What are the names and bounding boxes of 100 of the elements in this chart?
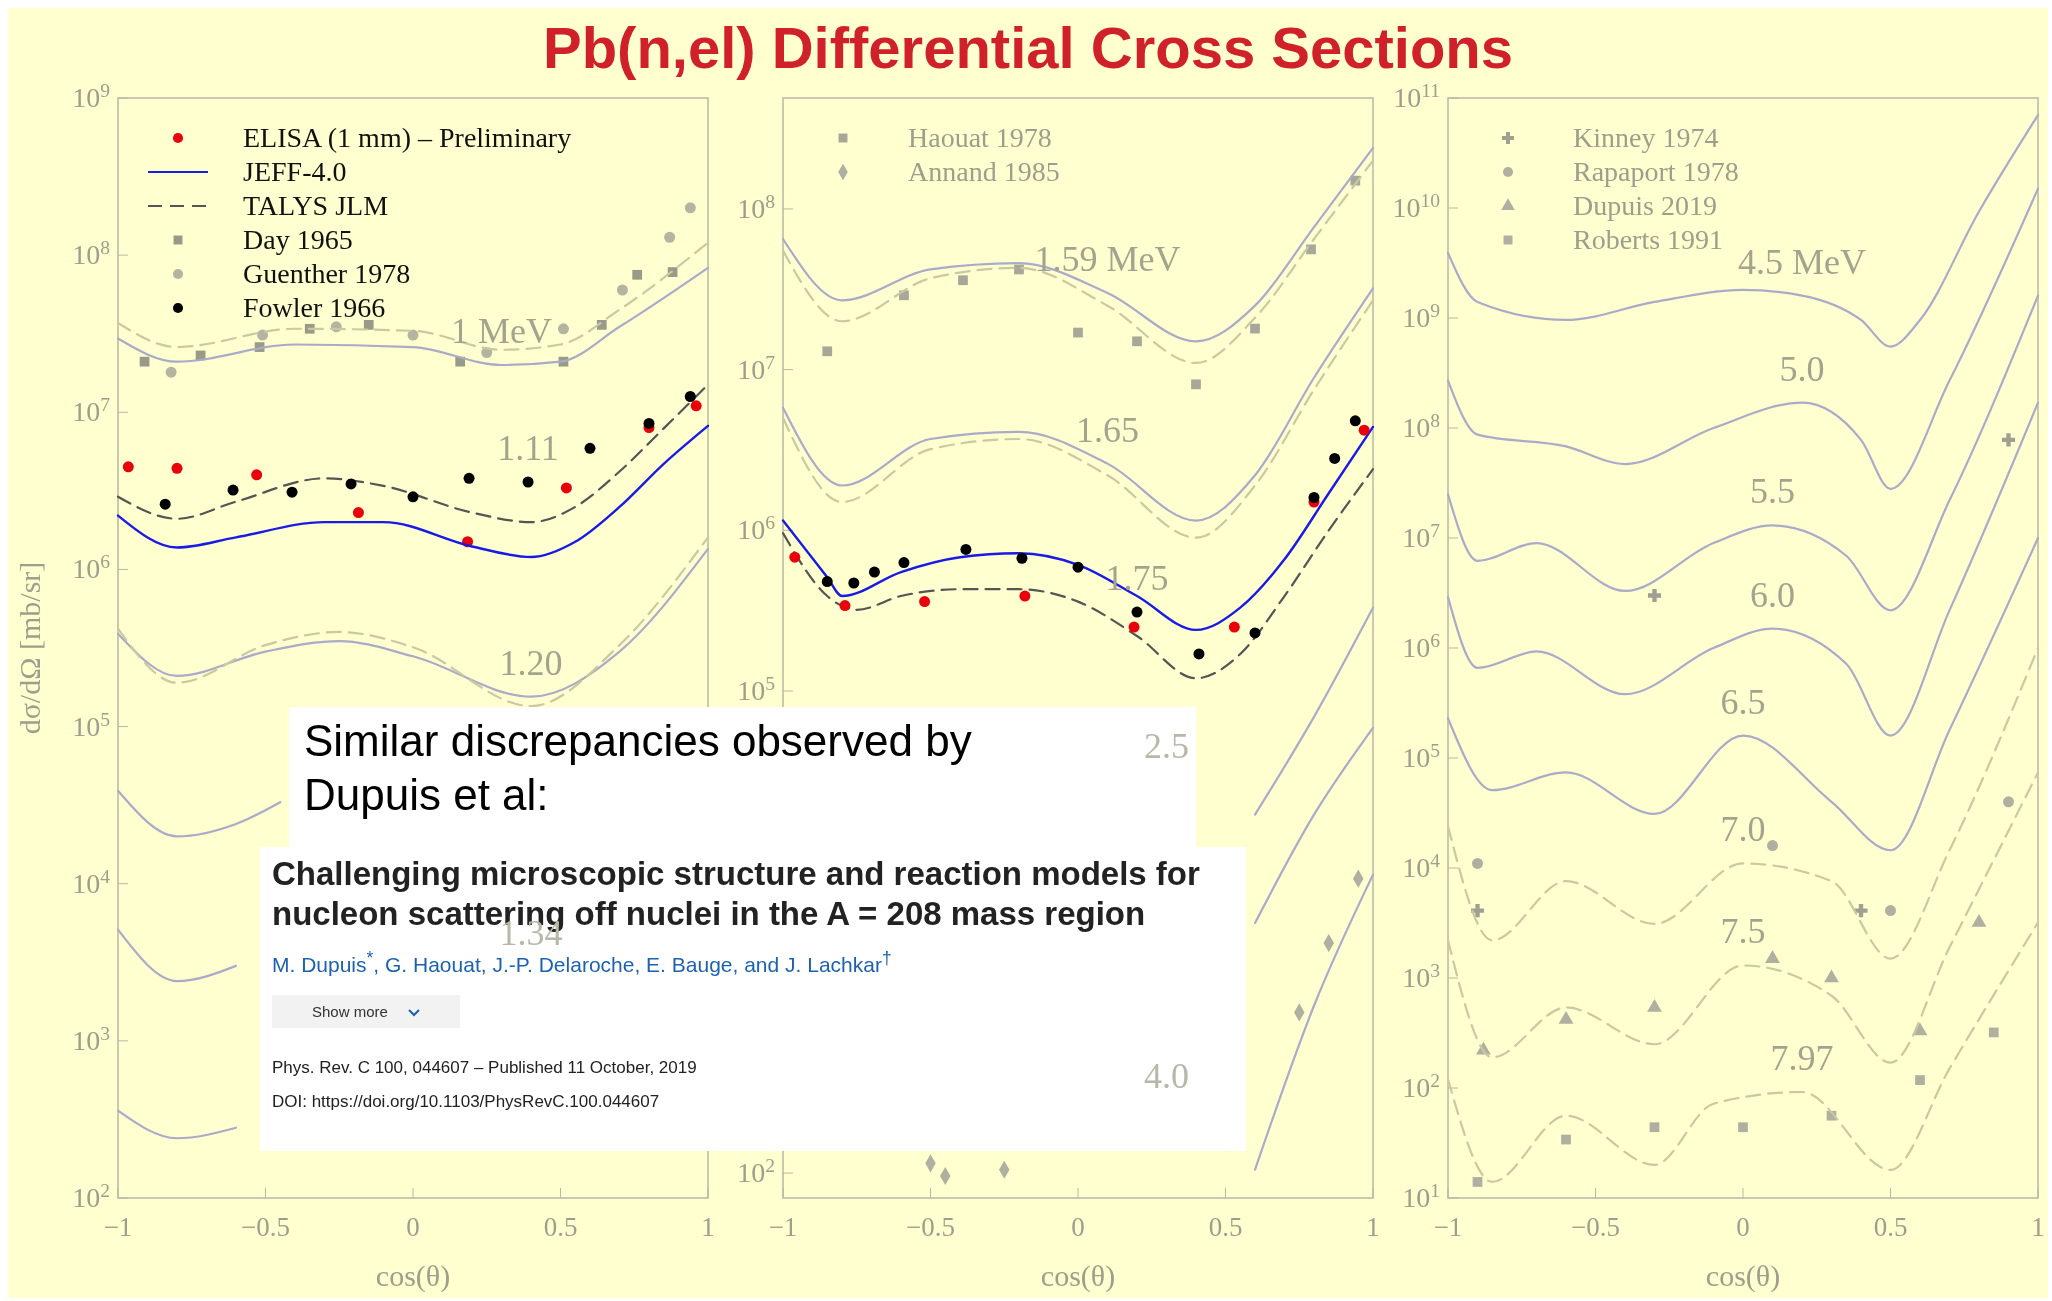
annotation: 1.20	[499, 642, 563, 683]
annotation: Show more	[312, 1003, 388, 1020]
annotation: 5.5	[1750, 471, 1795, 512]
y-tick-label: 10$^{5}$	[737, 672, 776, 707]
point	[1854, 904, 1868, 918]
legend-label: Dupuis 2019	[1573, 190, 1717, 221]
legend-label: TALYS JLM	[243, 190, 389, 221]
point	[919, 596, 931, 608]
point	[616, 284, 628, 296]
x-tick-label: 0.5	[1873, 1212, 1908, 1242]
point	[363, 319, 374, 330]
point	[522, 476, 534, 488]
x-tick-label: 0	[406, 1212, 420, 1242]
point	[960, 543, 972, 555]
point	[1349, 415, 1361, 427]
line-series	[1446, 536, 2040, 852]
point	[868, 566, 880, 578]
y-tick-label: 10$^{8}$	[737, 190, 776, 224]
x-tick-label: −0.5	[1571, 1212, 1620, 1242]
point	[1767, 840, 1778, 852]
point	[664, 231, 676, 243]
point	[2003, 796, 2014, 808]
y-tick-label: 10$^{2}$	[737, 1154, 775, 1189]
annotation: 1.65	[1076, 409, 1139, 450]
point	[1228, 621, 1240, 633]
point	[821, 576, 833, 588]
point	[1472, 857, 1483, 869]
annotation: 7.97	[1770, 1037, 1834, 1078]
y-tick-label: 10$^{6}$	[737, 511, 776, 546]
y-tick-label: 10$^{3}$	[72, 1022, 111, 1056]
point	[352, 507, 364, 519]
y-tick-label: 10$^{1}$	[1402, 1179, 1440, 1213]
point	[684, 202, 696, 214]
y-tick-label: 10$^{4}$	[1402, 849, 1441, 883]
line-series	[1446, 401, 2040, 737]
point	[1824, 969, 1839, 983]
point	[1019, 590, 1031, 602]
point	[1358, 424, 1370, 436]
legend-label: Day 1965	[243, 224, 353, 255]
point	[684, 391, 696, 402]
annotation: DOI: https://doi.org/10.1103/PhysRevC.100.044607	[272, 1092, 660, 1111]
point	[1308, 492, 1320, 503]
annotation: M. Dupuis$^{*}$, G. Haouat, J.-P. Delaroche, E. Bauge, and J. Lachkar$^{†}$	[272, 948, 893, 977]
y-tick-label: 10$^{6}$	[72, 550, 111, 585]
x-tick-label: 1	[1366, 1212, 1380, 1242]
point	[839, 600, 851, 612]
point	[286, 486, 298, 498]
y-tick-label: 10$^{9}$	[72, 79, 110, 113]
point	[1561, 1134, 1571, 1145]
x-tick-label: 0	[1736, 1212, 1750, 1242]
point	[1193, 648, 1205, 660]
annotation: 4.0	[1144, 1056, 1189, 1096]
y-tick-label: 10$^{8}$	[1402, 409, 1441, 443]
point	[1988, 1027, 1999, 1038]
y-tick-label: 10$^{7}$	[1402, 519, 1441, 553]
point	[1191, 379, 1201, 390]
legend-label: Kinney 1974	[1573, 122, 1719, 153]
line-series	[1446, 294, 2040, 612]
y-tick-label: 10$^{4}$	[72, 865, 111, 899]
point	[1072, 561, 1084, 573]
point	[584, 442, 596, 454]
point	[122, 461, 134, 473]
annotation: 6.5	[1720, 681, 1766, 722]
y-tick-label: 10$^{2}$	[72, 1179, 110, 1213]
point	[1250, 323, 1260, 334]
annotation: 1.59 MeV	[1034, 238, 1181, 279]
legend-label: Guenther 1978	[243, 258, 411, 289]
line-series	[1446, 921, 2040, 1184]
y-tick-label: 10$^{3}$	[1402, 959, 1441, 993]
x-tick-label: −0.5	[906, 1212, 955, 1242]
point	[958, 275, 968, 286]
show-more-button: Show more	[272, 995, 460, 1028]
annotation: 7.5	[1720, 911, 1766, 952]
y-axis-title: dσ/dΩ [mb/sr]	[13, 561, 46, 735]
point	[251, 469, 263, 481]
point	[1647, 588, 1662, 603]
y-tick-label: 10$^{9}$	[1402, 299, 1440, 333]
legend-label: Roberts 1991	[1573, 224, 1724, 255]
annotation: 7.0	[1720, 809, 1766, 850]
point	[139, 356, 150, 367]
x-tick-label: −0.5	[241, 1212, 290, 1242]
point	[2001, 433, 2016, 447]
y-tick-label: 10$^{6}$	[1402, 629, 1441, 663]
point	[643, 417, 655, 429]
point	[1738, 1122, 1748, 1133]
legend-label: ELISA (1 mm) – Preliminary	[243, 122, 572, 153]
y-tick-label: 10$^{5}$	[72, 708, 111, 742]
point	[1132, 336, 1142, 347]
x-axis-title: cos(θ)	[375, 1259, 451, 1293]
point	[1073, 327, 1083, 338]
point	[407, 491, 419, 503]
x-tick-label: 0.5	[543, 1212, 578, 1242]
y-tick-label: 10$^{11}$	[1393, 79, 1440, 113]
legend-label: JEFF-4.0	[243, 156, 347, 187]
annotation: 5.0	[1779, 348, 1825, 389]
annotation: 6.0	[1750, 574, 1795, 615]
legend-label: Rapaport 1978	[1573, 156, 1739, 187]
y-tick-label: 10$^{8}$	[72, 236, 111, 271]
y-tick-label: 10$^{2}$	[1402, 1069, 1440, 1103]
line-series	[116, 266, 710, 367]
